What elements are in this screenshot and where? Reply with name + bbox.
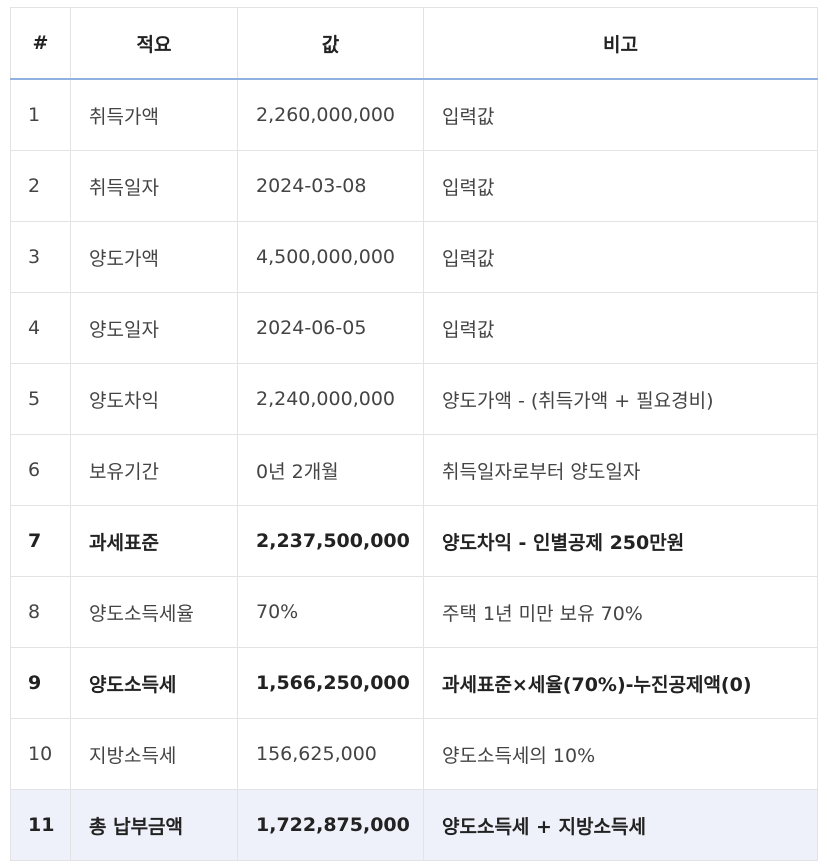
row-value: 2024-03-08: [237, 150, 424, 222]
header-row: # 적요 값 비고: [10, 7, 818, 80]
row-item: 취득일자: [70, 150, 238, 222]
table-row-highlighted: 9 양도소득세 1,566,250,000 과세표준×세율(70%)-누진공제액…: [10, 647, 818, 719]
row-number: 11: [10, 789, 71, 861]
row-note: 입력값: [423, 78, 818, 151]
row-item: 양도가액: [70, 221, 238, 293]
table-row: 4 양도일자 2024-06-05 입력값: [10, 292, 818, 364]
table-row: 6 보유기간 0년 2개월 취득일자로부터 양도일자: [10, 434, 818, 506]
row-number: 6: [10, 434, 71, 506]
row-note: 주택 1년 미만 보유 70%: [423, 576, 818, 648]
row-number: 1: [10, 78, 71, 151]
row-item: 양도소득세율: [70, 576, 238, 648]
row-value: 70%: [237, 576, 424, 648]
row-number: 3: [10, 221, 71, 293]
row-number: 4: [10, 292, 71, 364]
row-item: 총 납부금액: [70, 789, 238, 861]
row-item: 양도차익: [70, 363, 238, 435]
column-header-note: 비고: [423, 7, 818, 80]
table-row: 8 양도소득세율 70% 주택 1년 미만 보유 70%: [10, 576, 818, 648]
row-item: 취득가액: [70, 78, 238, 151]
table-row: 3 양도가액 4,500,000,000 입력값: [10, 221, 818, 293]
row-number: 5: [10, 363, 71, 435]
row-value: 1,722,875,000: [237, 789, 424, 861]
tax-calculation-table: # 적요 값 비고 1 취득가액 2,260,000,000 입력값 2 취득일…: [10, 7, 818, 861]
column-header-number: #: [10, 7, 71, 80]
row-note: 취득일자로부터 양도일자: [423, 434, 818, 506]
row-number: 10: [10, 718, 71, 790]
row-note: 양도가액 - (취득가액 + 필요경비): [423, 363, 818, 435]
row-item: 과세표준: [70, 505, 238, 577]
row-value: 0년 2개월: [237, 434, 424, 506]
row-note: 양도차익 - 인별공제 250만원: [423, 505, 818, 577]
table-row: 10 지방소득세 156,625,000 양도소득세의 10%: [10, 718, 818, 790]
table-row: 1 취득가액 2,260,000,000 입력값: [10, 78, 818, 151]
column-header-value: 값: [237, 7, 424, 80]
row-note: 입력값: [423, 150, 818, 222]
row-item: 양도일자: [70, 292, 238, 364]
table-row: 2 취득일자 2024-03-08 입력값: [10, 150, 818, 222]
column-header-item: 적요: [70, 7, 238, 80]
row-value: 2,260,000,000: [237, 78, 424, 151]
row-number: 2: [10, 150, 71, 222]
tax-calculation-table-container: # 적요 값 비고 1 취득가액 2,260,000,000 입력값 2 취득일…: [10, 7, 818, 861]
row-number: 7: [10, 505, 71, 577]
row-note: 양도소득세 + 지방소득세: [423, 789, 818, 861]
table-body: 1 취득가액 2,260,000,000 입력값 2 취득일자 2024-03-…: [10, 78, 818, 861]
row-note: 입력값: [423, 292, 818, 364]
row-value: 2,237,500,000: [237, 505, 424, 577]
row-value: 2024-06-05: [237, 292, 424, 364]
row-item: 지방소득세: [70, 718, 238, 790]
table-row: 5 양도차익 2,240,000,000 양도가액 - (취득가액 + 필요경비…: [10, 363, 818, 435]
row-item: 양도소득세: [70, 647, 238, 719]
row-value: 4,500,000,000: [237, 221, 424, 293]
row-value: 2,240,000,000: [237, 363, 424, 435]
row-number: 9: [10, 647, 71, 719]
table-header: # 적요 값 비고: [10, 7, 818, 80]
table-row-highlighted: 7 과세표준 2,237,500,000 양도차익 - 인별공제 250만원: [10, 505, 818, 577]
row-note: 양도소득세의 10%: [423, 718, 818, 790]
row-note: 과세표준×세율(70%)-누진공제액(0): [423, 647, 818, 719]
row-value: 156,625,000: [237, 718, 424, 790]
table-row-total: 11 총 납부금액 1,722,875,000 양도소득세 + 지방소득세: [10, 789, 818, 861]
row-note: 입력값: [423, 221, 818, 293]
row-value: 1,566,250,000: [237, 647, 424, 719]
row-number: 8: [10, 576, 71, 648]
row-item: 보유기간: [70, 434, 238, 506]
